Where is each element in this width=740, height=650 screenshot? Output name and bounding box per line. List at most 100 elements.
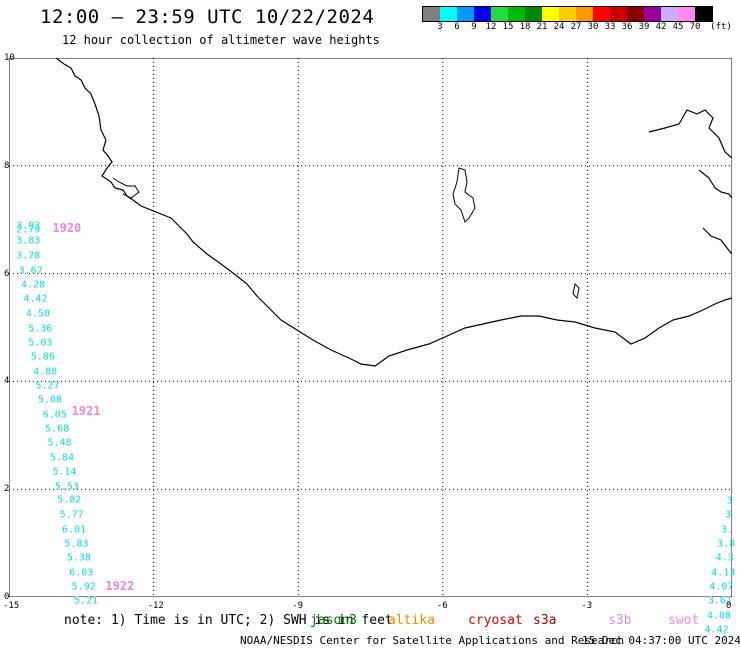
swh-value: 4.42 bbox=[23, 293, 48, 305]
x-tick-label: 0 bbox=[726, 601, 732, 611]
legend-swatch-10 bbox=[593, 7, 610, 21]
legend-tick-21: 21 bbox=[536, 22, 548, 32]
legend-swatch-16 bbox=[695, 7, 712, 21]
pass-label: 1922 bbox=[105, 579, 135, 594]
y-tick-label: 2 bbox=[4, 484, 10, 495]
swh-value: 4.13 bbox=[711, 567, 736, 579]
swh-value: 6.01 bbox=[62, 524, 87, 536]
satellite-s3b: s3b bbox=[608, 613, 632, 628]
swh-value: 5.84 bbox=[49, 452, 75, 464]
legend-swatch-5 bbox=[508, 7, 525, 21]
swh-value: 5.68 bbox=[45, 423, 70, 435]
legend-swatch-14 bbox=[661, 7, 678, 21]
legend-swatch-11 bbox=[610, 7, 627, 21]
legend-tick-33: 33 bbox=[604, 22, 616, 32]
legend-tick-36: 36 bbox=[621, 22, 633, 32]
legend-swatch-7 bbox=[542, 7, 559, 21]
swh-value: 3.78 bbox=[16, 250, 41, 262]
legend-swatch-6 bbox=[525, 7, 542, 21]
swh-value: 5.77 bbox=[59, 509, 84, 521]
credit-line: NOAA/NESDIS Center for Satellite Applica… bbox=[240, 634, 625, 647]
swh-value: 5.53 bbox=[54, 481, 79, 492]
x-tick-label: -15 bbox=[3, 601, 20, 611]
swh-value: 5.27 bbox=[35, 380, 60, 392]
satellite-altika: altika bbox=[388, 613, 435, 628]
map-title: 12:00 – 23:59 UTC 10/22/2024 bbox=[40, 6, 375, 28]
y-tick-label: 10 bbox=[4, 53, 15, 63]
swh-value: 3 bbox=[726, 495, 733, 507]
legend-tick-24: 24 bbox=[553, 22, 565, 32]
swh-value: 3.83 bbox=[16, 235, 41, 247]
legend-tick-39: 39 bbox=[638, 22, 650, 32]
plot-frame bbox=[8, 57, 733, 598]
swh-value: 3.61 bbox=[707, 595, 732, 607]
legend-tick-9: 9 bbox=[471, 22, 477, 32]
swh-value: 6.05 bbox=[42, 409, 67, 421]
legend-tick-18: 18 bbox=[519, 22, 531, 32]
swh-value: 4.07 bbox=[709, 581, 734, 593]
swh-value: 2.79 bbox=[16, 224, 41, 236]
swh-value: 5.82 bbox=[57, 494, 82, 506]
x-tick-label: -12 bbox=[147, 601, 164, 611]
swh-value: 3. bbox=[721, 524, 734, 536]
swh-value: 4.28 bbox=[21, 279, 46, 291]
legend-swatch-15 bbox=[678, 7, 695, 21]
coastline-northeast bbox=[648, 109, 733, 159]
legend-tick-30: 30 bbox=[587, 22, 599, 32]
swh-value: 5.92 bbox=[71, 581, 96, 593]
y-tick-label: 8 bbox=[4, 160, 10, 171]
legend-swatch-13 bbox=[644, 7, 661, 21]
y-tick-label: 6 bbox=[4, 268, 10, 279]
map-plot-area: 3.93 2.79 3.83 3.78 3.67 4.28 4.42 4.50 5.36 5.03… bbox=[8, 57, 736, 636]
swh-value: 6.03 bbox=[69, 567, 94, 579]
swh-value: 5.83 bbox=[64, 538, 89, 550]
legend-swatch-2 bbox=[457, 7, 474, 21]
swh-value: 4.88 bbox=[33, 366, 58, 378]
map-subtitle: 12 hour collection of altimeter wave hei… bbox=[62, 33, 380, 47]
legend-swatch-12 bbox=[627, 7, 644, 21]
x-tick-label: -6 bbox=[436, 601, 448, 611]
x-tick-label: -3 bbox=[581, 601, 593, 611]
generation-timestamp: 15 Dec 04:37:00 UTC 2024 bbox=[582, 634, 740, 647]
swh-value: 4.50 bbox=[25, 308, 50, 320]
legend-unit: (ft) bbox=[710, 22, 732, 32]
satellite-s3a: s3a bbox=[533, 613, 557, 628]
swh-value: 5.48 bbox=[47, 437, 72, 449]
coastline-northeast-lower bbox=[698, 169, 733, 199]
swh-value: 5.36 bbox=[28, 323, 53, 335]
swh-value: 4.08 bbox=[706, 610, 732, 622]
x-tick-label: -9 bbox=[292, 601, 304, 611]
satellite-swot: swot bbox=[668, 613, 700, 628]
coastline-east-edge bbox=[702, 227, 733, 255]
y-tick-label: 4 bbox=[4, 376, 10, 387]
grid-lines bbox=[9, 58, 732, 597]
swh-value: 4.3 bbox=[715, 552, 734, 564]
legend-swatch-4 bbox=[491, 7, 508, 21]
legend-swatch-8 bbox=[559, 7, 576, 21]
swh-value: 3.67 bbox=[18, 265, 43, 277]
legend-tick-42: 42 bbox=[655, 22, 667, 32]
swh-value: 5.03 bbox=[28, 337, 53, 349]
swh-value: 5.38 bbox=[66, 552, 91, 564]
y-tick-label: 0 bbox=[4, 592, 10, 602]
legend-tick-6: 6 bbox=[454, 22, 460, 32]
legend-tick-12: 12 bbox=[485, 22, 497, 32]
coastline bbox=[55, 57, 733, 367]
coastline-main bbox=[55, 57, 733, 367]
legend-tick-45: 45 bbox=[672, 22, 684, 32]
coastline-island-small bbox=[572, 282, 580, 300]
swh-value: 4.42 bbox=[704, 624, 729, 636]
legend-tick-3: 3 bbox=[437, 22, 443, 32]
pass-label: 1920 bbox=[52, 220, 82, 235]
swh-value: 3.8 bbox=[717, 538, 736, 550]
color-scale-legend bbox=[422, 6, 713, 22]
legend-swatch-1 bbox=[440, 7, 457, 21]
swh-value: 5.08 bbox=[37, 394, 63, 406]
satellite-cryosat: cryosat bbox=[468, 613, 523, 628]
swh-value: 3.93 bbox=[16, 220, 41, 232]
legend-tick-15: 15 bbox=[502, 22, 514, 32]
swh-value: 5.21 bbox=[74, 595, 99, 607]
footer-note: note: 1) Time is in UTC; 2) SWH is in fe… bbox=[64, 613, 393, 628]
swh-value: 5.86 bbox=[30, 351, 55, 363]
